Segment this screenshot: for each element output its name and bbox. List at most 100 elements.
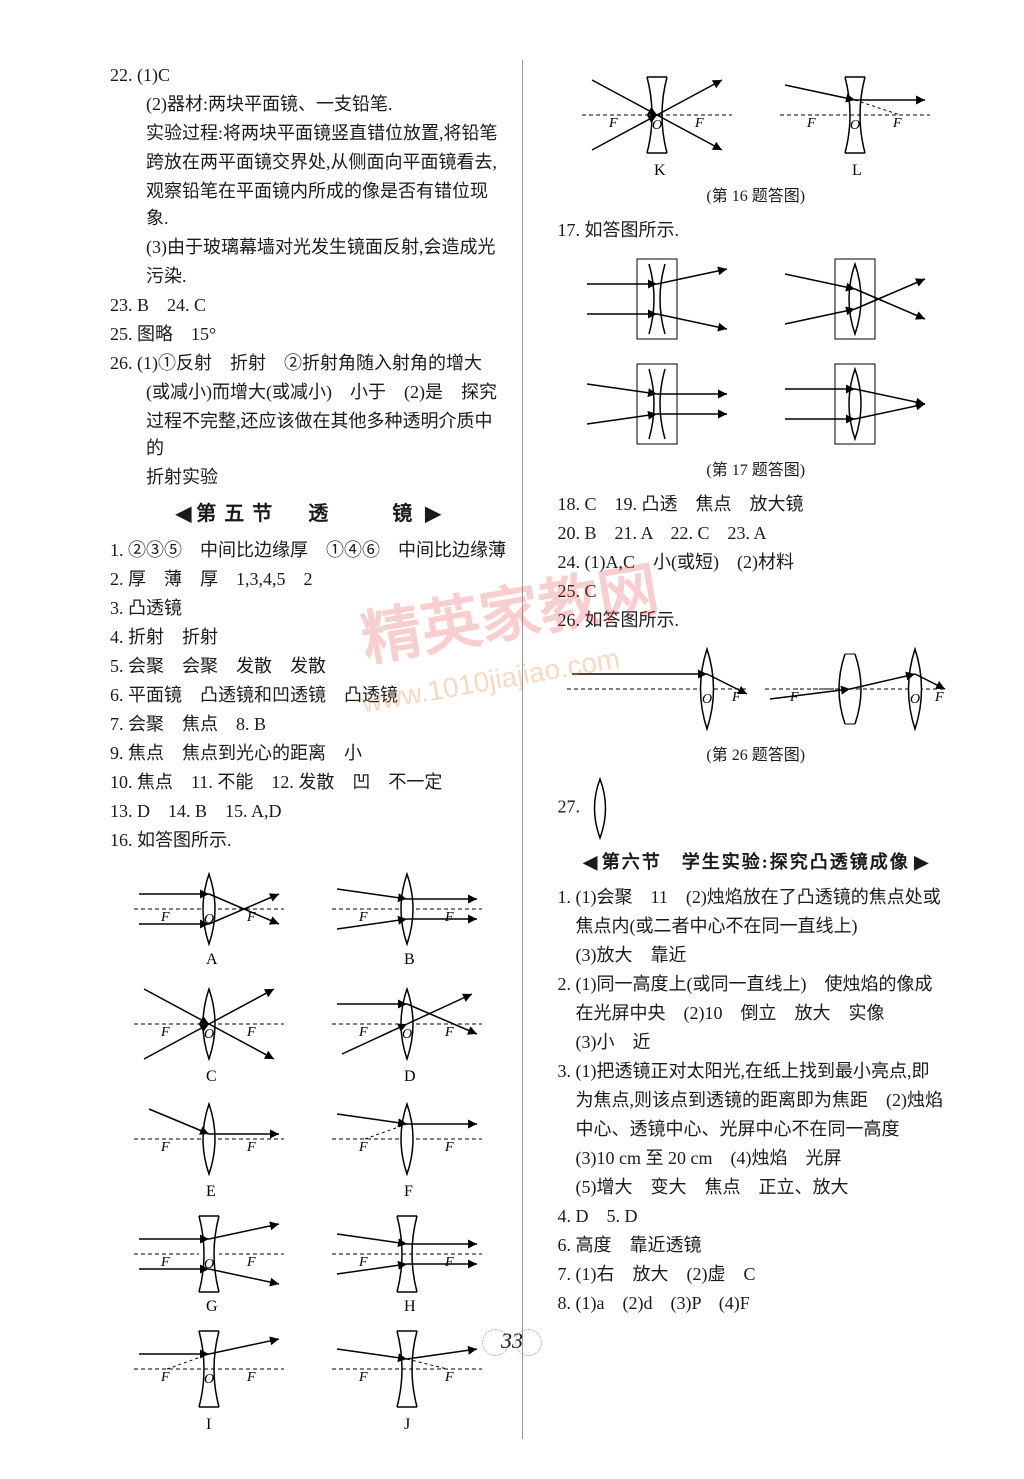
- s6-q8: 8. (1)a (2)d (3)P (4)F: [558, 1290, 955, 1317]
- s5-q16: 16. 如答图所示.: [110, 827, 507, 854]
- s6-q3c: 中心、透镜中心、光屏中心不在同一高度: [558, 1116, 955, 1143]
- svg-text:E: E: [206, 1183, 216, 1199]
- svg-text:F: F: [444, 1140, 454, 1155]
- lens-diagram-d: F O F D: [327, 974, 487, 1084]
- svg-text:F: F: [789, 690, 799, 705]
- svg-text:F: F: [444, 1255, 454, 1270]
- svg-text:H: H: [404, 1298, 416, 1314]
- diagram-row-kl: F O F K F O F L: [558, 65, 955, 180]
- s5-q6: 6. 平面镜 凸透镜和凹透镜 凸透镜: [110, 682, 507, 709]
- lens-diagram-l: F O F L: [775, 65, 935, 180]
- q22-7: 污染.: [110, 263, 507, 290]
- s5-q3: 3. 凸透镜: [110, 595, 507, 622]
- svg-text:F: F: [444, 1370, 454, 1385]
- s5-q1: 1. ②③⑤ 中间比边缘厚 ①④⑥ 中间比边缘薄: [110, 537, 507, 564]
- svg-text:F: F: [444, 910, 454, 925]
- q22-3: 实验过程:将两块平面镜竖直错位放置,将铅笔: [110, 120, 507, 147]
- s5-q5: 5. 会聚 会聚 发散 发散: [110, 653, 507, 680]
- caption-16: (第 16 题答图): [558, 185, 955, 209]
- svg-text:F: F: [160, 1370, 170, 1385]
- s5-q10: 10. 焦点 11. 不能 12. 发散 凹 不一定: [110, 769, 507, 796]
- svg-text:O: O: [850, 118, 860, 133]
- svg-text:F: F: [444, 1025, 454, 1040]
- q23-24: 23. B 24. C: [110, 292, 507, 319]
- svg-text:F: F: [160, 1025, 170, 1040]
- r-q18: 18. C 19. 凸透 焦点 放大镜: [558, 491, 955, 518]
- q26-4: 折射实验: [110, 464, 507, 491]
- svg-text:F: F: [358, 1370, 368, 1385]
- svg-text:F: F: [358, 1140, 368, 1155]
- lens-diagram-b: F F B: [327, 859, 487, 969]
- q22-5: 观察铅笔在平面镜内所成的像是否有错位现象.: [110, 178, 507, 232]
- diagram-row-26: O F F O F: [558, 639, 955, 739]
- lens-diagram-f: F F F: [327, 1089, 487, 1199]
- caption-26: (第 26 题答图): [558, 744, 955, 768]
- q26-diagram-2: F O F: [760, 639, 950, 739]
- s6-q3b: 为焦点,则该点到透镜的距离即为焦距 (2)烛焰: [558, 1087, 955, 1114]
- svg-text:O: O: [402, 1027, 412, 1042]
- diagram-row-17a: [558, 249, 955, 349]
- svg-text:F: F: [358, 1025, 368, 1040]
- r-q25: 25. C: [558, 578, 955, 605]
- s5-q4: 4. 折射 折射: [110, 624, 507, 651]
- svg-text:F: F: [358, 1255, 368, 1270]
- svg-text:D: D: [404, 1068, 416, 1084]
- svg-text:F: F: [246, 1025, 256, 1040]
- s5-q9: 9. 焦点 焦点到光心的距离 小: [110, 740, 507, 767]
- diagram-row-cd: F O F C F O F D: [110, 974, 507, 1084]
- q22-6: (3)由于玻璃幕墙对光发生镜面反射,会造成光: [110, 234, 507, 261]
- q26-3: 过程不完整,还应该做在其他多种透明介质中的: [110, 408, 507, 462]
- lens-diagram-h: F F H: [327, 1204, 487, 1314]
- svg-text:F: F: [358, 910, 368, 925]
- s6-q7: 7. (1)右 放大 (2)虚 C: [558, 1261, 955, 1288]
- q17-diagram-2: [775, 249, 935, 349]
- svg-text:I: I: [206, 1416, 211, 1433]
- svg-text:F: F: [246, 1255, 256, 1270]
- s5-q13: 13. D 14. B 15. A,D: [110, 798, 507, 825]
- r-q26: 26. 如答图所示.: [558, 607, 955, 634]
- s6-q3d: (3)10 cm 至 20 cm (4)烛焰 光屏: [558, 1145, 955, 1172]
- q27-lens-icon: [585, 776, 615, 841]
- s6-q1c: (3)放大 靠近: [558, 942, 955, 969]
- svg-text:F: F: [404, 1183, 413, 1199]
- svg-text:C: C: [206, 1068, 217, 1084]
- svg-text:F: F: [892, 116, 902, 131]
- svg-text:O: O: [702, 692, 712, 707]
- diagram-row-gh: F O F G F F H: [110, 1204, 507, 1314]
- page-number: 33: [490, 1324, 534, 1357]
- s6-q2c: (3)小 近: [558, 1029, 955, 1056]
- s6-q2a: 2. (1)同一高度上(或同一直线上) 使烛焰的像成: [558, 971, 955, 998]
- s6-q2b: 在光屏中央 (2)10 倒立 放大 实像: [558, 1000, 955, 1027]
- s6-q1a: 1. (1)会聚 11 (2)烛焰放在了凸透镜的焦点处或: [558, 884, 955, 911]
- svg-text:J: J: [404, 1416, 410, 1433]
- s6-q3e: (5)增大 变大 焦点 正立、放大: [558, 1174, 955, 1201]
- svg-text:O: O: [652, 118, 662, 133]
- lens-diagram-k: F O F K: [577, 65, 737, 180]
- svg-text:F: F: [694, 116, 704, 131]
- section-6-title: 第六节 学生实验:探究凸透镜成像: [558, 849, 955, 876]
- q26-diagram-1: O F: [562, 639, 752, 739]
- s6-q1b: 焦点内(或二者中心不在同一直线上): [558, 913, 955, 940]
- s6-q6: 6. 高度 靠近透镜: [558, 1232, 955, 1259]
- svg-text:K: K: [654, 162, 666, 179]
- q25: 25. 图略 15°: [110, 321, 507, 348]
- svg-text:G: G: [206, 1298, 218, 1314]
- svg-text:O: O: [204, 1027, 214, 1042]
- svg-text:O: O: [204, 1372, 214, 1387]
- q17-diagram-1: [577, 249, 737, 349]
- diagram-row-17b: [558, 354, 955, 454]
- q17-diagram-4: [775, 354, 935, 454]
- svg-text:F: F: [160, 1140, 170, 1155]
- q27-label: 27.: [558, 797, 581, 817]
- r-q24: 24. (1)A,C 小(或短) (2)材料: [558, 549, 955, 576]
- lens-diagram-c: F O F C: [129, 974, 289, 1084]
- s6-q4: 4. D 5. D: [558, 1203, 955, 1230]
- svg-text:F: F: [246, 1370, 256, 1385]
- svg-text:F: F: [160, 910, 170, 925]
- svg-text:O: O: [910, 692, 920, 707]
- svg-text:F: F: [934, 690, 944, 705]
- diagram-row-ef: F F E F F F: [110, 1089, 507, 1199]
- svg-text:F: F: [806, 116, 816, 131]
- lens-diagram-a: F O F A: [129, 859, 289, 969]
- svg-text:F: F: [731, 690, 741, 705]
